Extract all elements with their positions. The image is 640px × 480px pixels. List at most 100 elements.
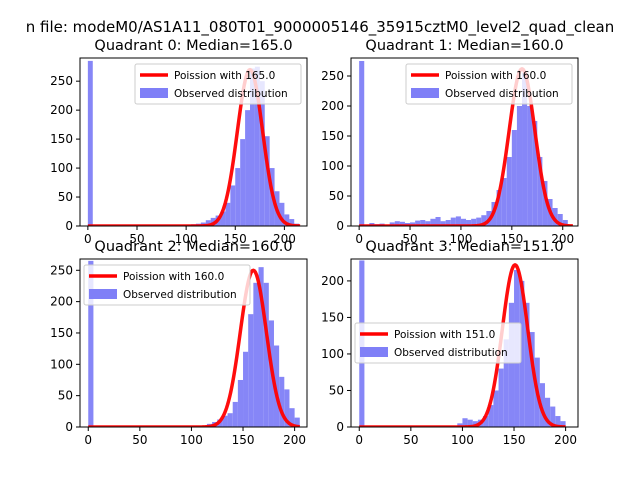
histogram-bar [471,218,477,226]
histogram-bar [481,215,487,226]
legend-fit-label: Poission with 165.0 [174,70,275,82]
x-tick-label: 150 [224,232,247,246]
legend-fit-label: Poission with 160.0 [445,70,546,82]
histogram-bar [498,368,504,427]
histogram-bar [467,419,473,427]
legend-hist-swatch [140,88,168,98]
histogram-bar [496,190,502,226]
histogram-bar [488,405,494,427]
histogram-bar [359,61,365,226]
histogram-bar [284,214,290,226]
y-tick-label: 100 [321,159,344,173]
y-tick-label: 0 [65,420,73,434]
histogram-bar [430,218,436,226]
x-tick-label: 200 [283,433,306,447]
x-tick-label: 50 [129,232,144,246]
x-tick-label: 150 [232,433,255,447]
histogram-bar [294,417,300,427]
histogram-bar [537,157,543,226]
histogram-bar [263,282,269,427]
legend-box [354,322,522,364]
histogram-bar [243,351,249,427]
y-tick-label: 200 [50,103,73,117]
axes-frame [350,258,579,428]
x-tick-label: 150 [503,433,526,447]
y-tick-label: 150 [50,132,73,146]
histogram-bar [544,397,551,427]
histogram-bar [440,221,446,226]
histogram-bar [87,60,93,226]
histogram-bar [457,423,463,427]
quadrant-title: Quadrant 2: Median=160.0 [94,239,292,255]
histogram-bar [506,157,512,226]
figure-suptitle: n file: modeM0/AS1A11_080T01_9000005146_… [26,18,615,37]
histogram-bar [264,136,270,226]
x-tick-label: 100 [180,433,203,447]
y-tick-label: 100 [50,161,73,175]
axes-frame [350,57,579,227]
y-tick-label: 200 [50,295,73,309]
legend-hist-label: Observed distribution [445,88,559,100]
y-tick-label: 200 [321,274,344,288]
histogram-bar [254,66,260,226]
x-tick-label: 200 [554,433,577,447]
legend-hist-swatch [89,289,117,299]
x-tick-label: 50 [403,433,418,447]
y-tick-label: 150 [321,129,344,143]
histogram-bar [279,202,285,226]
y-tick-label: 50 [329,383,344,397]
legend-hist-swatch [411,88,439,98]
histogram-bar [222,415,228,427]
histogram-bar [248,314,254,427]
histogram-bar [550,406,556,427]
histogram-bar [462,418,468,427]
histogram-bar [245,110,251,226]
x-tick-label: 200 [551,232,574,246]
histogram-bar [493,390,499,427]
histogram-bar [555,416,561,427]
quadrant-0-panel: 0 50 100 150 200 0 50 100 150 200 250 Quadrant 0: M… [50,38,308,246]
y-tick-label: 250 [50,74,73,88]
legend-hist-swatch [360,347,388,357]
histogram-bar [562,220,568,226]
y-tick-label: 0 [336,420,344,434]
x-tick-label: 100 [449,232,472,246]
y-tick-label: 0 [336,219,344,233]
histogram-bar [539,383,545,427]
legend-fit-label: Poission with 160.0 [123,271,224,283]
histogram-bar [476,217,482,226]
histogram-bar [552,208,558,226]
histogram-bar [235,168,241,226]
histogram-bar [524,302,530,427]
histogram-bar [237,379,244,427]
y-tick-label: 250 [50,263,73,277]
histogram-bar [542,181,548,226]
y-tick-label: 50 [329,189,344,203]
histogram-bar [501,178,507,226]
histogram-bar [435,217,441,226]
histogram-bar [529,332,535,427]
quadrant-1-panel: 0 50 100 150 200 0 50 100 150 200 250 Quadrant 1: M… [321,38,579,246]
histogram-bar [415,220,421,226]
legend: Poission with 165.0 Observed distribution [134,63,302,105]
histogram-bar [560,421,566,427]
x-tick-label: 200 [273,232,296,246]
legend-hist-label: Observed distribution [123,289,237,301]
quadrant-title: Quadrant 0: Median=165.0 [94,38,292,54]
histogram-bar [389,222,395,226]
histogram-bar [88,260,94,427]
histogram-bar [425,221,431,226]
axes-frame [79,258,308,428]
axes-frame [79,57,308,227]
histogram-bar [483,416,489,427]
legend: Poission with 160.0 Observed distribution [83,264,251,306]
histogram-bar [522,73,528,226]
x-tick-label: 100 [451,433,474,447]
histogram-bar [289,408,295,427]
histogram-bar [527,106,533,226]
legend-box [83,264,251,306]
histogram-bar [259,81,265,226]
x-tick-label: 0 [84,433,92,447]
histogram-bar [532,121,538,226]
